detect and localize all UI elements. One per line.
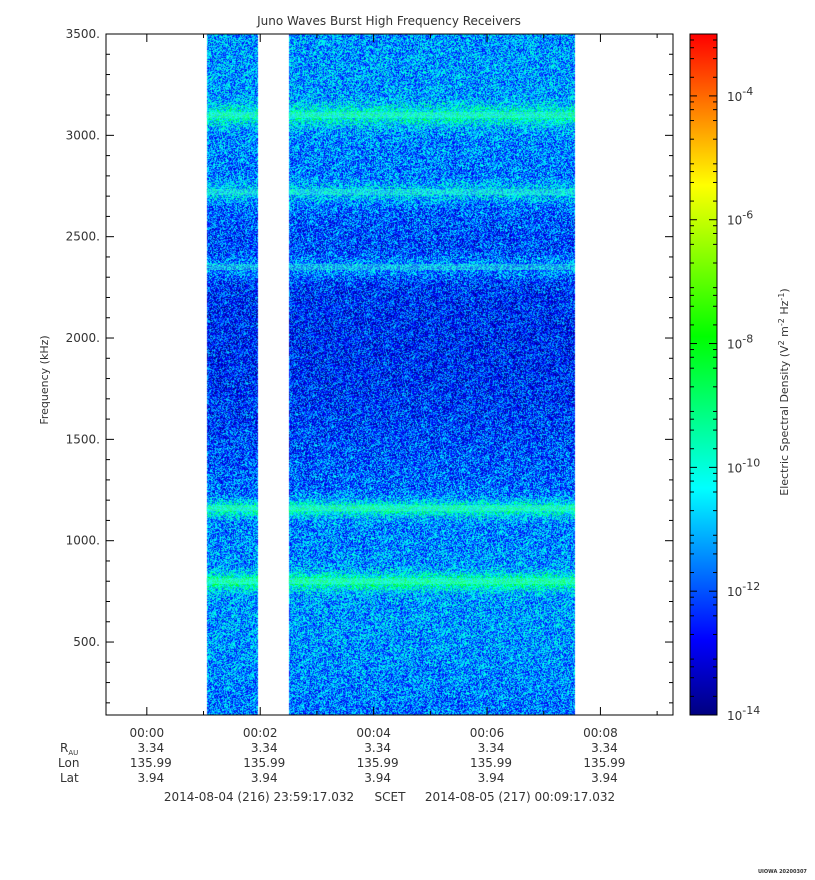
lat-label: Lat bbox=[60, 771, 79, 785]
ephemeris-lat: 3.94 bbox=[364, 771, 391, 785]
ephemeris-lat: 3.94 bbox=[478, 771, 505, 785]
ephemeris-lat: 3.94 bbox=[137, 771, 164, 785]
emission-band-2 bbox=[288, 264, 575, 271]
emission-band-0 bbox=[206, 112, 258, 119]
ephemeris-lat: 3.94 bbox=[251, 771, 278, 785]
y-axis-label: Frequency (kHz) bbox=[38, 335, 51, 424]
y-tick-label: 3000. bbox=[66, 128, 100, 142]
ephemeris-r_au: 3.34 bbox=[364, 741, 391, 755]
y-axis: 500. 1000. 1500. 2000. 2500. 3000. 3500. bbox=[66, 27, 673, 704]
scet-label: SCET bbox=[375, 790, 407, 804]
x-tick-label: 00:04 bbox=[356, 726, 391, 740]
chart-title: Juno Waves Burst High Frequency Receiver… bbox=[256, 14, 521, 28]
y-tick-label: 1000. bbox=[66, 534, 100, 548]
y-tick-label: 1500. bbox=[66, 432, 100, 446]
emission-bands bbox=[206, 112, 575, 585]
emission-band-0 bbox=[288, 112, 575, 119]
ephemeris-lon: 135.99 bbox=[357, 756, 399, 770]
ephemeris-lon: 135.99 bbox=[470, 756, 512, 770]
colorbar-frame bbox=[689, 33, 718, 716]
y-tick-label: 2000. bbox=[66, 331, 100, 345]
emission-band-1 bbox=[288, 189, 575, 196]
rau-label: RAU bbox=[60, 741, 78, 757]
lon-label: Lon bbox=[58, 756, 79, 770]
ephemeris-r_au: 3.34 bbox=[478, 741, 505, 755]
spectrogram-heatmap bbox=[106, 34, 673, 715]
end-time: 2014-08-05 (217) 00:09:17.032 bbox=[425, 790, 615, 804]
emission-band-3 bbox=[288, 505, 575, 512]
ephemeris-r_au: 3.34 bbox=[251, 741, 278, 755]
y-tick-label: 3500. bbox=[66, 27, 100, 41]
colorbar-tick-label: 10-6 bbox=[727, 209, 753, 228]
ephemeris-lon: 135.99 bbox=[130, 756, 172, 770]
ephemeris-r_au: 3.34 bbox=[137, 741, 164, 755]
emission-band-3 bbox=[206, 505, 258, 512]
y-tick-label: 500. bbox=[73, 635, 100, 649]
y-tick-label: 2500. bbox=[66, 230, 100, 244]
x-tick-label: 00:00 bbox=[130, 726, 165, 740]
emission-band-4 bbox=[206, 578, 258, 585]
ephemeris-lon: 135.99 bbox=[243, 756, 285, 770]
emission-band-2 bbox=[206, 264, 258, 271]
ephemeris-row-labels: RAU Lon Lat bbox=[58, 741, 79, 785]
colorbar-tick-label: 10-4 bbox=[727, 85, 753, 104]
ephemeris-lat: 3.94 bbox=[591, 771, 618, 785]
x-tick-label: 00:08 bbox=[583, 726, 618, 740]
footer-stamp: UIOWA 20200307 bbox=[758, 869, 807, 875]
x-tick-label: 00:02 bbox=[243, 726, 278, 740]
colorbar-axis: 10-14 10-12 10-10 10-8 10-6 10-4 bbox=[690, 39, 760, 723]
emission-band-1 bbox=[206, 189, 258, 196]
ephemeris-lon: 135.99 bbox=[583, 756, 625, 770]
plot-frame bbox=[105, 33, 674, 716]
ephemeris-values: 3.34135.993.943.34135.993.943.34135.993.… bbox=[130, 741, 626, 785]
x-axis: 00:00 00:02 00:04 00:06 00:08 bbox=[130, 34, 658, 740]
colorbar bbox=[690, 34, 717, 715]
colorbar-tick-label: 10-14 bbox=[727, 704, 760, 723]
start-time: 2014-08-04 (216) 23:59:17.032 bbox=[164, 790, 354, 804]
ephemeris-r_au: 3.34 bbox=[591, 741, 618, 755]
spectrogram-image bbox=[106, 34, 673, 715]
x-tick-label: 00:06 bbox=[470, 726, 505, 740]
colorbar-tick-label: 10-8 bbox=[727, 333, 753, 352]
emission-band-4 bbox=[288, 578, 575, 585]
colorbar-tick-label: 10-12 bbox=[727, 580, 760, 599]
colorbar-label: Electric Spectral Density (V2 m-2 Hz-1) bbox=[777, 288, 791, 495]
colorbar-tick-label: 10-10 bbox=[727, 456, 760, 475]
